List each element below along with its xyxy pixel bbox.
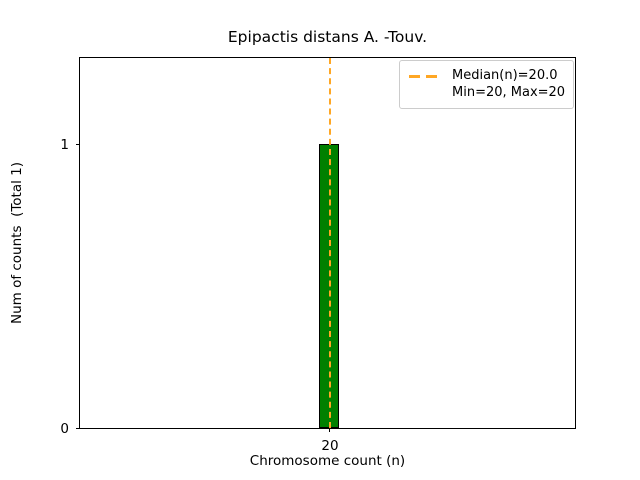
y-axis-label: Num of counts (Total 1) xyxy=(9,161,25,325)
plot-area: 0 1 20 xyxy=(60,57,576,454)
x-tick-mark-20: 20 xyxy=(321,428,339,454)
chart-title: Epipactis distans A. -Touv. xyxy=(227,28,428,46)
x-axis-label: Chromosome count (n) xyxy=(249,453,406,469)
y-tick-mark-1: 1 xyxy=(60,138,80,152)
legend-text: Median(n)=20.0 Min=20, Max=20 xyxy=(452,67,565,101)
legend-median-label: Median(n)=20.0 xyxy=(452,68,558,83)
plot-inner xyxy=(80,58,575,428)
y-tick-mark-0: 0 xyxy=(60,422,80,436)
y-tick-label-1: 1 xyxy=(60,137,69,153)
median-line xyxy=(329,58,331,428)
legend-median-dash-icon xyxy=(409,69,443,84)
legend: Median(n)=20.0 Min=20, Max=20 xyxy=(399,60,574,109)
y-axis-label-container: Num of counts (Total 1) xyxy=(0,57,34,429)
y-tick-label-0: 0 xyxy=(60,421,69,437)
legend-minmax-label: Min=20, Max=20 xyxy=(452,85,566,100)
x-tick-label-20: 20 xyxy=(321,438,339,454)
